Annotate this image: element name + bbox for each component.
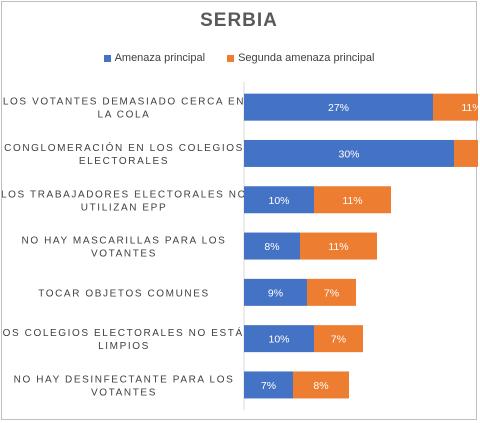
data-label-segunda-amenaza-principal-los-trabajadores-electorales-no-utilizan-epp: 11% xyxy=(342,195,362,207)
category-label-line: LOS VOTANTES DEMASIADO CERCA EN xyxy=(3,97,245,108)
legend-entry-amenaza-principal: Amenaza principal xyxy=(103,52,206,64)
data-label-segunda-amenaza-principal-no-hay-desinfectante-para-los-votantes: 8% xyxy=(313,380,328,392)
bar-amenaza-principal-los-colegios-electorales-no-estan-limpios xyxy=(244,325,314,353)
bar-segunda-amenaza-principal-no-hay-mascarillas-para-los-votantes xyxy=(300,232,377,260)
category-label-conglomeracion-en-los-colegios-electorales: CONGLOMERACIÓN EN LOS COLEGIOS ELECTORALE… xyxy=(4,141,244,167)
data-label-segunda-amenaza-principal-los-votantes-demasiado-cerca-en-la-cola: 11% xyxy=(461,102,478,114)
bar-segunda-amenaza-principal-no-hay-desinfectante-para-los-votantes xyxy=(293,371,349,399)
category-label-line: LIMPIOS xyxy=(98,341,150,352)
data-label-amenaza-principal-no-hay-desinfectante-para-los-votantes: 7% xyxy=(261,380,276,392)
category-label-line: NO HAY MASCARILLAS PARA LOS xyxy=(22,236,227,247)
data-label-amenaza-principal-los-votantes-demasiado-cerca-en-la-cola: 27% xyxy=(328,102,349,114)
category-label-tocar-objetos-comunes: TOCAR OBJETOS COMUNES xyxy=(38,288,210,299)
bar-segunda-amenaza-principal-los-trabajadores-electorales-no-utilizan-epp xyxy=(314,186,391,214)
data-label-amenaza-principal-los-trabajadores-electorales-no-utilizan-epp: 10% xyxy=(268,195,289,207)
bar-amenaza-principal-tocar-objetos-comunes xyxy=(244,278,307,306)
data-label-amenaza-principal-tocar-objetos-comunes: 9% xyxy=(268,287,283,299)
data-label-amenaza-principal-no-hay-mascarillas-para-los-votantes: 8% xyxy=(264,241,279,253)
category-label-line: CONGLOMERACIÓN EN LOS COLEGIOS xyxy=(4,141,244,154)
data-label-segunda-amenaza-principal-tocar-objetos-comunes: 7% xyxy=(324,287,339,299)
category-label-line: TOCAR OBJETOS COMUNES xyxy=(38,288,210,299)
category-label-no-hay-desinfectante-para-los-votantes: NO HAY DESINFECTANTE PARA LOS VOTANTES xyxy=(14,374,235,398)
category-label-los-colegios-electorales-no-estan-limpios: LOS COLEGIOS ELECTORALES NO ESTÁN LIMPIOS xyxy=(2,326,253,352)
category-label-line: LA COLA xyxy=(98,110,151,121)
data-label-segunda-amenaza-principal-no-hay-mascarillas-para-los-votantes: 11% xyxy=(328,241,348,253)
data-label-amenaza-principal-los-colegios-electorales-no-estan-limpios: 10% xyxy=(268,334,289,346)
bar-amenaza-principal-no-hay-desinfectante-para-los-votantes xyxy=(244,371,293,399)
category-label-los-votantes-demasiado-cerca-en-la-cola: LOS VOTANTES DEMASIADO CERCA EN LA COLA xyxy=(3,97,245,121)
category-label-line: LOS COLEGIOS ELECTORALES NO ESTÁN xyxy=(2,326,253,339)
category-label-line: VOTANTES xyxy=(91,387,157,398)
data-label-amenaza-principal-conglomeracion-en-los-colegios-electorales: 30% xyxy=(338,148,359,160)
bar-segunda-amenaza-principal-los-votantes-demasiado-cerca-en-la-cola xyxy=(433,93,478,121)
bar-segunda-amenaza-principal-los-colegios-electorales-no-estan-limpios xyxy=(314,325,363,353)
chart-title: SERBIA xyxy=(200,10,278,31)
legend-swatch-segunda-amenaza xyxy=(227,54,235,62)
legend-entry-segunda-amenaza: Segunda amenaza principal xyxy=(227,52,374,64)
category-label-line: VOTANTES xyxy=(91,249,157,260)
category-label-line: UTILIZAN EPP xyxy=(81,202,167,213)
legend-swatch-amenaza-principal xyxy=(103,54,111,62)
category-label-line: ELECTORALES xyxy=(79,156,169,167)
bar-amenaza-principal-los-trabajadores-electorales-no-utilizan-epp xyxy=(244,186,314,214)
bar-segunda-amenaza-principal-conglomeracion-en-los-colegios-electorales xyxy=(454,139,478,167)
legend-label-amenaza-principal: Amenaza principal xyxy=(114,52,206,64)
category-label-line: NO HAY DESINFECTANTE PARA LOS xyxy=(14,374,235,385)
legend: Amenaza principal Segunda amenaza princi… xyxy=(2,52,476,64)
bar-segunda-amenaza-principal-tocar-objetos-comunes xyxy=(307,278,356,306)
category-label-no-hay-mascarillas-para-los-votantes: NO HAY MASCARILLAS PARA LOS VOTANTES xyxy=(22,236,227,260)
legend-label-segunda-amenaza: Segunda amenaza principal xyxy=(238,52,375,64)
bar-amenaza-principal-conglomeracion-en-los-colegios-electorales xyxy=(244,139,454,167)
category-label-line: LOS TRABAJADORES ELECTORALES NO xyxy=(2,189,247,200)
bar-amenaza-principal-los-votantes-demasiado-cerca-en-la-cola xyxy=(244,93,433,121)
category-label-los-trabajadores-electorales-no-utilizan-epp: LOS TRABAJADORES ELECTORALES NO UTILIZAN … xyxy=(2,189,247,213)
bar-amenaza-principal-no-hay-mascarillas-para-los-votantes xyxy=(244,232,300,260)
data-label-segunda-amenaza-principal-los-colegios-electorales-no-estan-limpios: 7% xyxy=(331,334,346,346)
